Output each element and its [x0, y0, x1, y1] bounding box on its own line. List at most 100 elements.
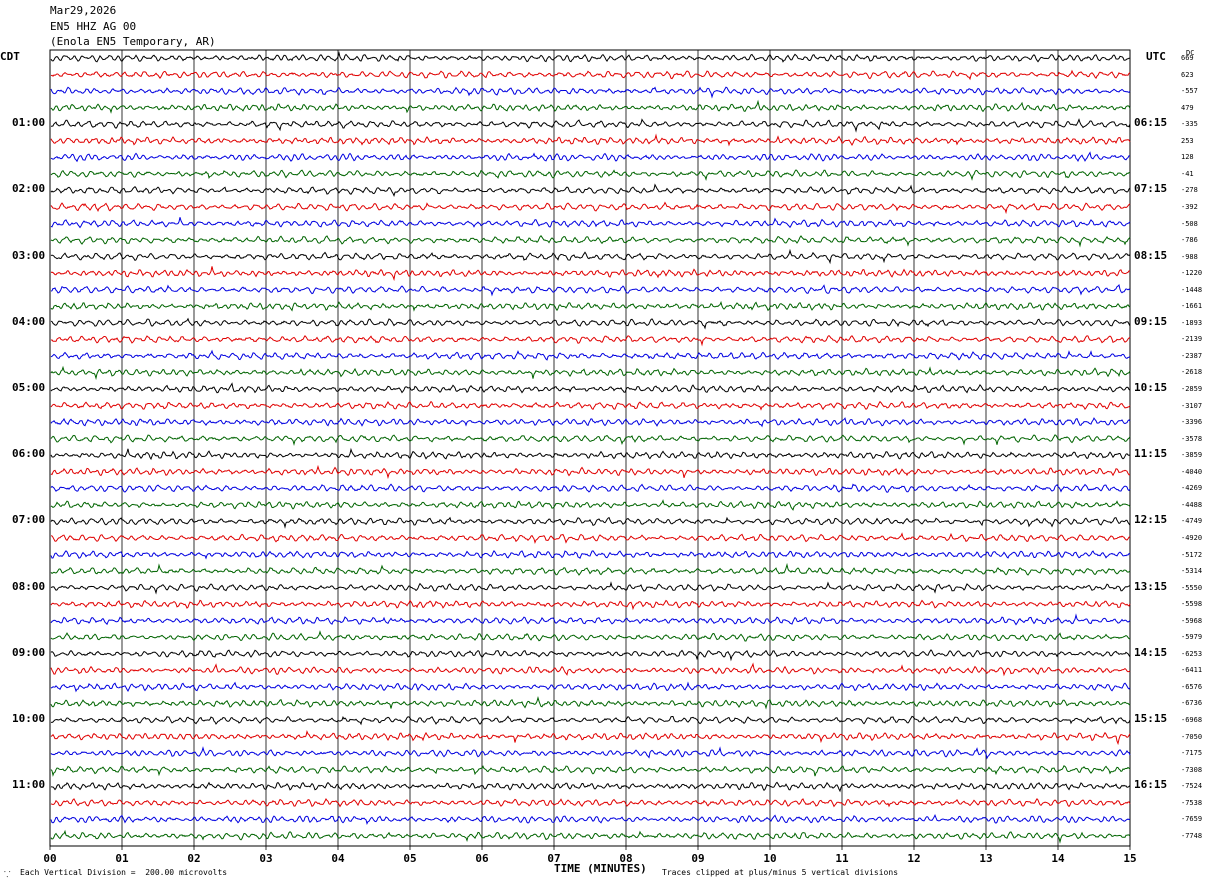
seismic-trace-line	[50, 550, 1131, 560]
right-time-label: 16:15	[1134, 778, 1168, 792]
seismic-trace-line	[50, 613, 1131, 626]
dc-header-label: DC	[1186, 49, 1195, 57]
seismic-trace-line	[50, 662, 1131, 677]
x-tick-label: 01	[115, 852, 129, 865]
seismic-trace-line	[50, 317, 1131, 330]
dc-offset-value: -5968	[1181, 616, 1203, 625]
seismic-trace-line	[50, 715, 1131, 726]
seismic-trace-line	[50, 681, 1131, 693]
seismic-trace-line	[50, 483, 1131, 493]
dc-offset-value: -7524	[1181, 782, 1203, 791]
seismic-trace-line	[50, 562, 1131, 576]
dc-offset-value: -6968	[1181, 716, 1203, 724]
seismic-trace-line	[50, 183, 1131, 198]
x-tick-label: 09	[691, 852, 705, 865]
seismic-trace-line	[50, 829, 1131, 844]
dc-offset-value: -41	[1181, 169, 1194, 178]
right-time-label: 14:15	[1134, 645, 1168, 659]
dc-offset-value: -4040	[1181, 467, 1203, 476]
seismic-trace-line	[50, 649, 1131, 662]
dc-offset-value: -1893	[1181, 318, 1203, 327]
seismic-trace-line	[50, 382, 1131, 394]
seismic-trace-line	[50, 532, 1131, 545]
seismic-trace-line	[50, 266, 1131, 282]
right-time-label: 10:15	[1134, 381, 1168, 394]
seismic-trace-line	[50, 248, 1131, 265]
dc-offset-value: -6576	[1181, 682, 1203, 691]
x-tick-label: 12	[907, 852, 921, 865]
x-tick-label: 10	[763, 852, 777, 865]
dc-offset-value: -7748	[1181, 831, 1203, 840]
seismic-trace-line	[50, 151, 1131, 163]
left-time-label: 03:00	[12, 248, 46, 262]
x-tick-label: 07	[547, 852, 561, 865]
x-tick-label: 04	[331, 852, 345, 865]
right-timezone-label: UTC	[1146, 50, 1166, 63]
seismic-trace-line	[50, 400, 1131, 411]
dc-offset-value: -4920	[1181, 533, 1203, 542]
left-time-label: 06:00	[12, 447, 46, 461]
right-time-label: 06:15	[1134, 116, 1168, 130]
seismic-trace-line	[50, 447, 1131, 461]
left-time-label: 08:00	[12, 579, 46, 593]
left-time-label: 02:00	[12, 182, 46, 196]
station-name: (Enola EN5 Temporary, AR)	[50, 35, 216, 48]
seismic-trace-line	[50, 133, 1131, 147]
left-time-label: 01:00	[12, 116, 46, 130]
seismic-trace-line	[50, 599, 1131, 611]
x-tick-label: 06	[475, 852, 489, 865]
seismic-trace-line	[51, 118, 1131, 133]
seismic-trace-line	[50, 69, 1131, 81]
clip-note: Traces clipped at plus/minus 5 vertical …	[662, 868, 899, 877]
seismic-trace-line	[50, 630, 1131, 642]
dc-offset-value: -2387	[1181, 351, 1203, 360]
dc-offset-value: 479	[1181, 103, 1194, 112]
seismic-trace-line	[50, 300, 1131, 312]
seismic-trace-line	[50, 781, 1131, 793]
left-time-label: 11:00	[12, 778, 46, 792]
scale-icon: ⸪	[4, 870, 11, 879]
seismic-trace-line	[50, 86, 1131, 99]
left-time-label: 10:00	[12, 712, 46, 725]
dc-offset-value: -7050	[1181, 732, 1203, 741]
left-time-label: 04:00	[12, 314, 46, 328]
seismic-trace-line	[50, 730, 1131, 746]
seismic-trace-line	[50, 813, 1131, 826]
x-tick-label: 08	[619, 852, 633, 865]
dc-offset-value: -5979	[1181, 633, 1203, 642]
dc-offset-value: -5550	[1181, 583, 1203, 592]
seismic-trace-line	[50, 169, 1131, 181]
x-tick-label: 13	[979, 852, 993, 865]
seismic-trace-line	[50, 417, 1131, 428]
x-tick-label: 15	[1123, 852, 1137, 865]
seismic-trace-line	[50, 765, 1131, 777]
seismic-trace-line	[50, 797, 1131, 808]
seismic-trace-line	[50, 50, 1130, 63]
x-tick-label: 00	[43, 852, 57, 865]
x-tick-label: 11	[835, 852, 849, 865]
seismic-trace-line	[50, 201, 1131, 215]
dc-offset-value: 669	[1181, 54, 1194, 62]
left-time-label: 07:00	[12, 513, 46, 527]
x-tick-label: 05	[403, 852, 417, 865]
seismic-trace-line	[50, 464, 1131, 480]
seismic-trace-line	[50, 516, 1131, 529]
dc-offset-value: -5598	[1181, 600, 1203, 609]
left-timezone-label: CDT	[0, 50, 20, 63]
right-time-label: 13:15	[1134, 579, 1168, 593]
seismic-trace-line	[50, 581, 1131, 595]
dc-offset-value: -5314	[1181, 567, 1203, 576]
dc-offset-value: -7659	[1181, 815, 1203, 824]
seismic-trace-line	[50, 349, 1131, 361]
dc-offset-value: -7308	[1181, 765, 1203, 774]
dc-offset-value: -508	[1181, 219, 1198, 228]
dc-offset-value: -278	[1181, 186, 1198, 195]
dc-offset-value: -5172	[1181, 550, 1203, 559]
dc-offset-value: -988	[1181, 252, 1198, 261]
dc-offset-value: -7538	[1181, 798, 1203, 807]
dc-offset-value: -4269	[1181, 484, 1203, 493]
x-tick-label: 02	[187, 852, 201, 865]
plot-frame	[49, 49, 1131, 847]
seismic-trace-line	[50, 499, 1131, 511]
